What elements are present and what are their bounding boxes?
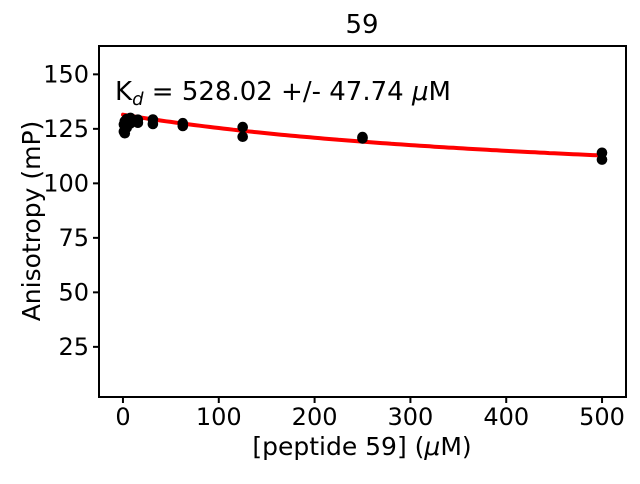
kd-annotation-mu: μ	[411, 77, 429, 107]
tick-layer: 0 100 200 300 400 500 25 50 75 100 125 150	[43, 60, 625, 431]
chart-title: 59	[345, 10, 378, 40]
plot-area	[98, 45, 627, 398]
x-axis-label-pre: [peptide 59] (	[252, 432, 424, 461]
data-point-layer	[118, 112, 608, 165]
data-point-marker	[237, 131, 248, 142]
x-tick-label: 400	[483, 403, 529, 431]
x-tick-label: 200	[292, 403, 338, 431]
y-axis-label: Anisotropy (mP)	[17, 121, 46, 322]
x-axis-label: [peptide 59] (μM)	[252, 432, 471, 461]
x-tick-label: 500	[579, 403, 625, 431]
kd-annotation-k: K	[115, 77, 133, 107]
data-point-marker	[357, 133, 368, 144]
y-tick-label: 150	[43, 60, 89, 88]
kd-annotation-unit: M	[429, 77, 451, 107]
x-axis-label-post: M)	[440, 432, 471, 461]
x-axis-label-mu: μ	[423, 432, 440, 461]
x-tick-label: 0	[115, 403, 130, 431]
data-point-marker	[132, 117, 144, 128]
y-tick-label: 100	[43, 169, 89, 197]
data-point-marker	[596, 154, 608, 165]
y-tick-label: 125	[43, 115, 89, 143]
kd-annotation-sub: d	[132, 89, 144, 110]
x-tick-label: 300	[388, 403, 434, 431]
data-point-marker	[237, 121, 248, 133]
data-point-marker	[177, 120, 189, 132]
kd-annotation: Kd = 528.02 +/- 47.74 μM	[115, 77, 451, 110]
x-tick-label: 100	[196, 403, 242, 431]
y-tick-label: 75	[58, 224, 89, 252]
kd-annotation-value: = 528.02 +/- 47.74	[144, 77, 412, 107]
y-tick-label: 25	[58, 333, 89, 361]
data-point-marker	[147, 118, 159, 130]
y-tick-label: 50	[58, 278, 89, 306]
